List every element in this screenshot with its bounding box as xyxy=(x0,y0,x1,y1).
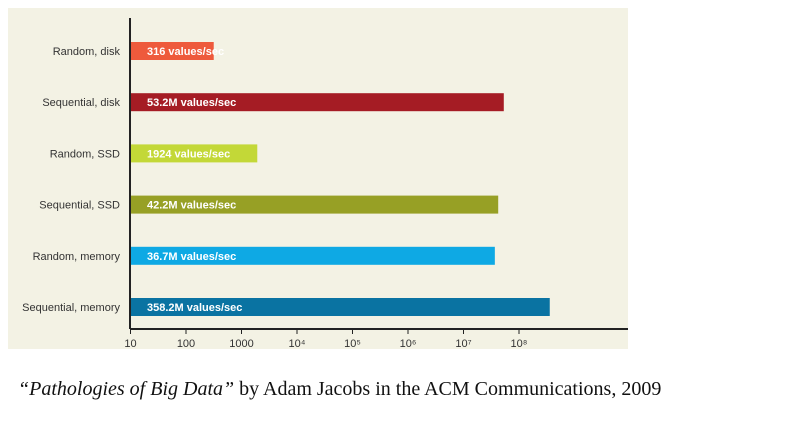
bar-3 xyxy=(131,144,258,163)
x-tick-label: 100 xyxy=(177,338,195,349)
category-label: Sequential, memory xyxy=(22,302,120,314)
category-label: Random, disk xyxy=(53,46,121,58)
bar-4 xyxy=(131,195,499,214)
x-tick-label: 10⁸ xyxy=(511,338,528,349)
bar-value-label: 316 values/sec xyxy=(147,46,224,58)
x-tick-label: 10⁷ xyxy=(455,338,471,349)
bar-value-label: 358.2M values/sec xyxy=(147,302,242,314)
caption-text: by Adam Jacobs in the ACM Communications… xyxy=(234,378,662,400)
bar-value-label: 1924 values/sec xyxy=(147,148,230,160)
x-tick-label: 10⁶ xyxy=(400,338,417,349)
x-tick-label: 10⁴ xyxy=(289,338,306,349)
chart-panel: 316 values/sec Random, disk 53.2M values/s… xyxy=(8,8,628,349)
bar-6 xyxy=(131,298,550,316)
bar-value-label: 36.7M values/sec xyxy=(147,251,236,263)
x-tick-label: 10 xyxy=(124,338,136,349)
figure-caption: “Pathologies of Big Data” by Adam Jacobs… xyxy=(18,378,661,401)
category-label: Random, SSD xyxy=(50,148,120,160)
x-tick-label: 10⁵ xyxy=(344,338,361,349)
bar-value-label: 42.2M values/sec xyxy=(147,200,236,212)
x-tick-label: 1000 xyxy=(229,338,253,349)
bar-5 xyxy=(131,246,495,265)
category-label: Random, memory xyxy=(33,251,121,263)
category-label: Sequential, SSD xyxy=(39,200,120,212)
category-label: Sequential, disk xyxy=(42,97,120,109)
bar-1 xyxy=(131,42,214,60)
caption-title: “Pathologies of Big Data” xyxy=(18,378,235,400)
bar-chart: 316 values/sec Random, disk 53.2M values/s… xyxy=(22,18,628,349)
bar-2 xyxy=(131,93,504,112)
bar-value-label: 53.2M values/sec xyxy=(147,97,236,109)
